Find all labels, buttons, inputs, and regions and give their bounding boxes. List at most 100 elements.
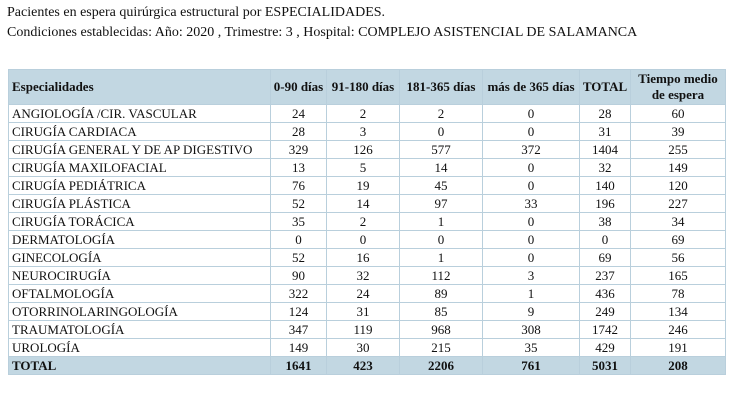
days-91-180-cell: 16 [326,248,400,267]
days-0-90-cell: 90 [270,266,327,285]
total-row: TOTAL 1641 423 2206 761 5031 208 [8,356,726,375]
days-over-365-cell: 0 [482,230,580,249]
days-0-90-cell: 76 [270,176,327,195]
average-wait-cell: 165 [630,266,726,285]
days-181-365-cell: 577 [399,140,483,159]
total-cell: 28 [579,104,631,123]
total-181-365: 2206 [399,356,483,375]
specialty-name-cell: TRAUMATOLOGÍA [8,320,271,339]
days-91-180-cell: 2 [326,104,400,123]
average-wait-cell: 191 [630,338,726,357]
days-over-365-cell: 9 [482,302,580,321]
table-row: UROLOGÍA 149 30 215 35 429 191 [8,338,726,357]
specialty-name-cell: OFTALMOLOGÍA [8,284,271,303]
days-91-180-cell: 24 [326,284,400,303]
table-row: CIRUGÍA GENERAL Y DE AP DIGESTIVO 329 126 5… [8,140,726,159]
average-wait-cell: 149 [630,158,726,177]
column-header-over-365: más de 365 días [482,69,580,105]
total-cell: 31 [579,122,631,141]
column-header-tiempo-medio: Tiempo medio de espera [630,69,726,105]
table-body: ANGIOLOGÍA /CIR. VASCULAR 24 2 2 0 28 60 CIRUGÍ… [8,104,726,357]
days-91-180-cell: 126 [326,140,400,159]
days-181-365-cell: 97 [399,194,483,213]
average-wait-cell: 227 [630,194,726,213]
table-row: CIRUGÍA PLÁSTICA 52 14 97 33 196 227 [8,194,726,213]
average-wait-cell: 78 [630,284,726,303]
table-header-row: Especialidades 0-90 días 91-180 días 181… [8,69,726,105]
total-91-180: 423 [326,356,400,375]
days-0-90-cell: 13 [270,158,327,177]
days-91-180-cell: 119 [326,320,400,339]
days-0-90-cell: 124 [270,302,327,321]
specialty-name-cell: GINECOLOGÍA [8,248,271,267]
days-over-365-cell: 1 [482,284,580,303]
days-181-365-cell: 112 [399,266,483,285]
days-0-90-cell: 149 [270,338,327,357]
total-cell: 196 [579,194,631,213]
table-row: NEUROCIRUGÍA 90 32 112 3 237 165 [8,266,726,285]
days-181-365-cell: 968 [399,320,483,339]
total-cell: 436 [579,284,631,303]
specialty-name-cell: DERMATOLOGÍA [8,230,271,249]
days-91-180-cell: 31 [326,302,400,321]
total-0-90: 1641 [270,356,327,375]
days-over-365-cell: 308 [482,320,580,339]
days-91-180-cell: 0 [326,230,400,249]
table-row: CIRUGÍA CARDIACA 28 3 0 0 31 39 [8,122,726,141]
days-181-365-cell: 1 [399,248,483,267]
days-over-365-cell: 0 [482,212,580,231]
table-row: CIRUGÍA TORÁCICA 35 2 1 0 38 34 [8,212,726,231]
total-cell: 1742 [579,320,631,339]
average-wait-cell: 255 [630,140,726,159]
total-cell: 0 [579,230,631,249]
column-header-total: TOTAL [579,69,631,105]
days-0-90-cell: 35 [270,212,327,231]
table-row: OTORRINOLARINGOLOGÍA 124 31 85 9 249 134 [8,302,726,321]
days-0-90-cell: 347 [270,320,327,339]
specialty-name-cell: UROLOGÍA [8,338,271,357]
days-over-365-cell: 0 [482,122,580,141]
column-header-especialidades: Especialidades [8,69,271,105]
total-label: TOTAL [8,356,271,375]
specialty-name-cell: CIRUGÍA PEDIÁTRICA [8,176,271,195]
total-cell: 140 [579,176,631,195]
days-91-180-cell: 3 [326,122,400,141]
specialty-name-cell: CIRUGÍA GENERAL Y DE AP DIGESTIVO [8,140,271,159]
total-cell: 38 [579,212,631,231]
column-header-181-365: 181-365 días [399,69,483,105]
total-cell: 249 [579,302,631,321]
days-over-365-cell: 0 [482,104,580,123]
days-91-180-cell: 14 [326,194,400,213]
average-wait-cell: 134 [630,302,726,321]
total-cell: 69 [579,248,631,267]
days-over-365-cell: 0 [482,176,580,195]
total-cell: 32 [579,158,631,177]
table-row: DERMATOLOGÍA 0 0 0 0 0 69 [8,230,726,249]
table-row: TRAUMATOLOGÍA 347 119 968 308 1742 246 [8,320,726,339]
specialty-name-cell: NEUROCIRUGÍA [8,266,271,285]
total-cell: 237 [579,266,631,285]
days-over-365-cell: 372 [482,140,580,159]
average-wait-cell: 60 [630,104,726,123]
days-91-180-cell: 5 [326,158,400,177]
days-181-365-cell: 0 [399,122,483,141]
days-over-365-cell: 35 [482,338,580,357]
table-row: OFTALMOLOGÍA 322 24 89 1 436 78 [8,284,726,303]
average-wait-cell: 56 [630,248,726,267]
average-wait-cell: 34 [630,212,726,231]
days-over-365-cell: 3 [482,266,580,285]
total-over-365: 761 [482,356,580,375]
days-181-365-cell: 14 [399,158,483,177]
specialty-name-cell: CIRUGÍA TORÁCICA [8,212,271,231]
table-row: CIRUGÍA PEDIÁTRICA 76 19 45 0 140 120 [8,176,726,195]
days-181-365-cell: 215 [399,338,483,357]
specialty-name-cell: OTORRINOLARINGOLOGÍA [8,302,271,321]
table-row: ANGIOLOGÍA /CIR. VASCULAR 24 2 2 0 28 60 [8,104,726,123]
specialty-name-cell: CIRUGÍA MAXILOFACIAL [8,158,271,177]
average-wait-cell: 39 [630,122,726,141]
days-181-365-cell: 89 [399,284,483,303]
days-over-365-cell: 0 [482,158,580,177]
days-0-90-cell: 52 [270,194,327,213]
days-0-90-cell: 0 [270,230,327,249]
table-row: CIRUGÍA MAXILOFACIAL 13 5 14 0 32 149 [8,158,726,177]
